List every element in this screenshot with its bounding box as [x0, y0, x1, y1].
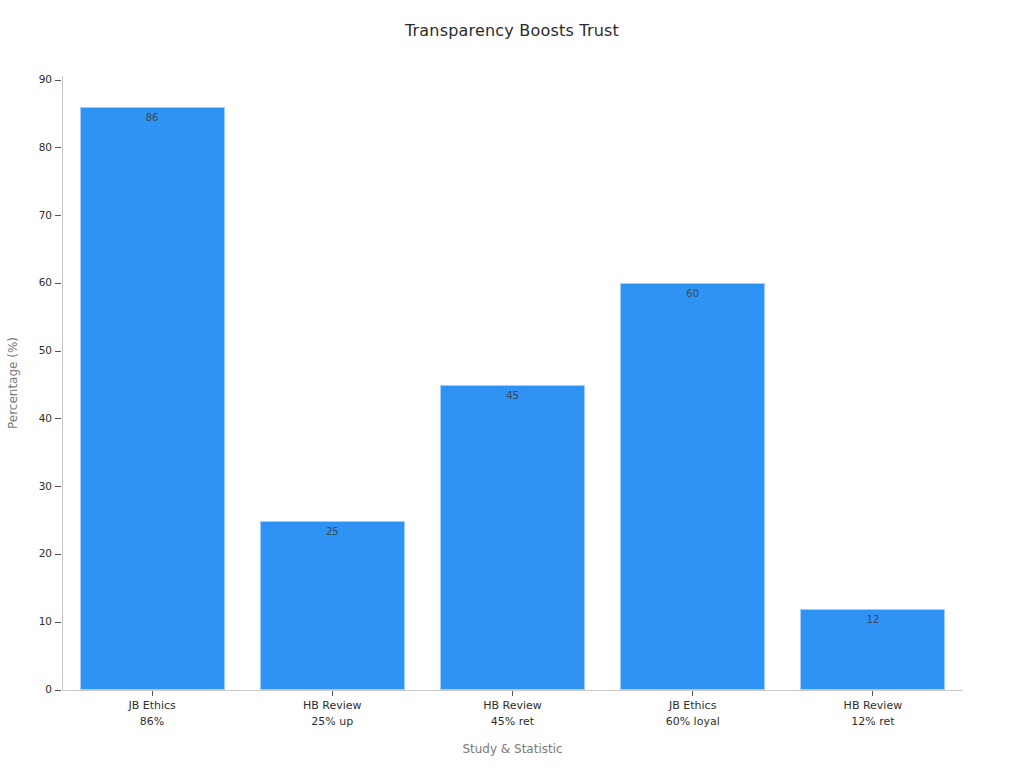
y-tick-label: 10 — [12, 615, 52, 628]
bar: 25 — [260, 521, 405, 690]
x-tick-mark — [872, 691, 873, 696]
x-category-label: HB Review 12% ret — [783, 698, 963, 730]
y-tick-label: 60 — [12, 276, 52, 289]
bar-value-label: 25 — [261, 526, 404, 537]
bar: 45 — [440, 385, 585, 690]
bar: 60 — [620, 283, 765, 690]
y-tick-mark — [55, 351, 61, 352]
y-tick-label: 50 — [12, 344, 52, 357]
bar-value-label: 45 — [441, 390, 584, 401]
x-tick-mark — [152, 691, 153, 696]
y-tick-label: 20 — [12, 547, 52, 560]
y-tick-label: 80 — [12, 141, 52, 154]
plot-area: 0 10 20 30 40 50 60 70 80 90 86 JB Ethics 86% 25 HB R… — [0, 0, 1024, 768]
y-tick-mark — [55, 486, 61, 487]
y-tick-mark — [55, 622, 61, 623]
bar-value-label: 60 — [621, 288, 764, 299]
y-tick-label: 90 — [12, 73, 52, 86]
bar-value-label: 86 — [81, 112, 224, 123]
x-tick-mark — [692, 691, 693, 696]
bar: 86 — [80, 107, 225, 690]
x-category-label: HB Review 45% ret — [423, 698, 603, 730]
bar: 12 — [800, 609, 945, 690]
y-tick-mark — [55, 80, 61, 81]
x-category-label: JB Ethics 86% — [62, 698, 242, 730]
x-category-label: HB Review 25% up — [242, 698, 422, 730]
chart-page: { "chart_data": { "type": "bar", "title"… — [0, 0, 1024, 768]
y-tick-mark — [55, 283, 61, 284]
y-tick-label: 0 — [12, 683, 52, 696]
x-category-label: JB Ethics 60% loyal — [603, 698, 783, 730]
bar-value-label: 12 — [801, 614, 944, 625]
y-tick-label: 70 — [12, 209, 52, 222]
y-tick-mark — [55, 215, 61, 216]
y-tick-mark — [55, 147, 61, 148]
x-tick-mark — [512, 691, 513, 696]
y-tick-label: 30 — [12, 480, 52, 493]
y-tick-label: 40 — [12, 412, 52, 425]
y-tick-mark — [55, 418, 61, 419]
x-tick-mark — [332, 691, 333, 696]
y-tick-mark — [55, 554, 61, 555]
y-tick-mark — [55, 690, 61, 691]
